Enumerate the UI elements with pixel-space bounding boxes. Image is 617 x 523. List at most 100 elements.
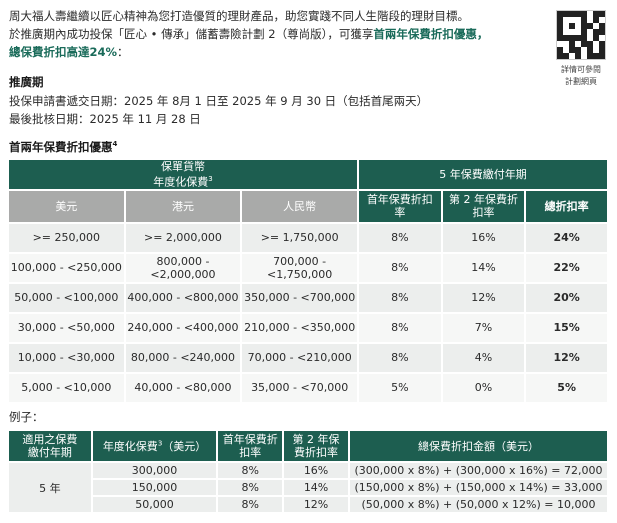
cell-usd: 30,000 - <50,000: [9, 313, 124, 342]
example-premium-text: 年度化保費: [102, 440, 158, 453]
cell-total: 22%: [526, 253, 607, 282]
example-title: 例子：: [9, 410, 44, 424]
promo-application-date: 投保申請書遞交日期：2025 年 8月 1 日至 2025 年 9 月 30 日…: [9, 94, 429, 108]
table-row: 100,000 - <250,000 800,000 - <2,000,000 70…: [9, 253, 607, 282]
intro-line-2: 於推廣期內成功投保「匠心 • 傳承」儲蓄壽險計劃 2（尊尚版），可獲享首兩年保費…: [9, 25, 534, 43]
total-rate-header: 總折扣率: [526, 190, 607, 222]
intro-highlight-1: 首兩年保費折扣優惠，: [373, 27, 489, 41]
cell-rmb: 700,000 - <1,750,000: [242, 253, 357, 282]
intro-line-2-text: 於推廣期內成功投保「匠心 • 傳承」儲蓄壽險計劃 2（尊尚版），可獲享: [9, 27, 374, 41]
cell-y1: 8%: [359, 343, 441, 372]
cell-premium: 150,000: [92, 480, 217, 495]
intro-line-1: 周大福人壽繼續以匠心精神為您打造優質的理財產品，助您實踐不同人生階段的理財目標。: [9, 9, 469, 23]
cell-rmb: 70,000 - <210,000: [242, 343, 357, 372]
cell-total: 15%: [526, 313, 607, 342]
cell-y1: 8%: [359, 253, 441, 282]
cell-y2: 4%: [442, 343, 525, 372]
cell-y1: 8%: [359, 223, 441, 252]
example-first-year-header: 首年保費折扣率: [218, 431, 283, 461]
example-premium-unit: （美元）: [162, 440, 207, 453]
cell-total: 12%: [526, 343, 607, 372]
rmb-header: 人民幣: [242, 190, 357, 222]
policy-currency-header: 保單貨幣 年度化保費3: [9, 160, 357, 189]
cell-usd: >= 250,000: [9, 223, 124, 252]
cell-amount: (150,000 x 8%) + (150,000 x 14%) = 33,00…: [349, 480, 607, 495]
cell-y1: 8%: [218, 463, 283, 478]
table-row: 10,000 - <30,000 80,000 - <240,000 70,000 …: [9, 343, 607, 372]
table-row: 5 年 300,000 8% 16% (300,000 x 8%) + (300,000…: [9, 463, 607, 512]
cell-usd: 5,000 - <10,000: [9, 373, 124, 402]
cell-hkd: 40,000 - <80,000: [125, 373, 241, 402]
table-row: 150,000 8% 14% (150,000 x 8%) + (150,000 x …: [9, 480, 607, 495]
cell-amount: (50,000 x 8%) + (50,000 x 12%) = 10,000: [349, 497, 607, 512]
cell-hkd: 80,000 - <240,000: [125, 343, 241, 372]
cell-total: 5%: [526, 373, 607, 402]
cell-y1: 8%: [359, 283, 441, 312]
example-table: 適用之保費繳付年期 年度化保費3（美元） 首年保費折扣率 第 2 年保費折扣率 …: [7, 429, 609, 514]
cell-total: 20%: [526, 283, 607, 312]
example-period-header: 適用之保費繳付年期: [9, 431, 91, 461]
promo-approval-date: 最後批核日期：2025 年 11 月 28 日: [9, 112, 201, 126]
cell-y2: 16%: [284, 463, 348, 478]
annual-premium-label: 年度化保費3: [9, 173, 357, 189]
cell-usd: 50,000 - <100,000: [9, 283, 124, 312]
discount-table-body: >= 250,000 >= 2,000,000 >= 1,750,000 8% 16% 2…: [9, 223, 607, 402]
cell-rmb: 350,000 - <700,000: [242, 283, 357, 312]
cell-y2: 7%: [442, 313, 525, 342]
cell-hkd: 800,000 - <2,000,000: [125, 253, 241, 282]
intro-line-3-suffix: ：: [117, 45, 129, 59]
cell-total: 24%: [526, 223, 607, 252]
annual-premium-footnote: 3: [208, 175, 213, 183]
cell-premium: 50,000: [92, 497, 217, 512]
cell-rmb: 35,000 - <70,000: [242, 373, 357, 402]
cell-y1: 5%: [359, 373, 441, 402]
first-year-rate-header: 首年保費折扣率: [359, 190, 441, 222]
cell-y2: 16%: [442, 223, 525, 252]
payment-period-header: 5 年保費繳付年期: [359, 160, 607, 189]
cell-hkd: 240,000 - <400,000: [125, 313, 241, 342]
cell-hkd: 400,000 - <800,000: [125, 283, 241, 312]
usd-header: 美元: [9, 190, 124, 222]
second-year-rate-header: 第 2 年保費折扣率: [442, 190, 525, 222]
policy-currency-label: 保單貨幣: [161, 160, 205, 173]
cell-usd: 10,000 - <30,000: [9, 343, 124, 372]
cell-premium: 300,000: [92, 463, 217, 478]
cell-amount: (300,000 x 8%) + (300,000 x 16%) = 72,00…: [349, 463, 607, 478]
example-premium-header: 年度化保費3（美元）: [92, 431, 217, 461]
table-row: 50,000 8% 12% (50,000 x 8%) + (50,000 x 12%…: [9, 497, 607, 512]
table-row: 30,000 - <50,000 240,000 - <400,000 210,00…: [9, 313, 607, 342]
cell-y2: 0%: [442, 373, 525, 402]
cell-y2: 12%: [442, 283, 525, 312]
cell-usd: 100,000 - <250,000: [9, 253, 124, 282]
discount-title-footnote: 4: [112, 140, 118, 149]
discount-title: 首兩年保費折扣優惠4: [9, 139, 117, 155]
intro-line-3: 總保費折扣高達24%：: [9, 43, 534, 61]
discount-table: 保單貨幣 年度化保費3 5 年保費繳付年期 美元 港元 人民幣 首年保費折扣率 …: [7, 158, 609, 404]
table-row: 5,000 - <10,000 40,000 - <80,000 35,000 - …: [9, 373, 607, 402]
discount-title-text: 首兩年保費折扣優惠: [9, 140, 113, 154]
cell-hkd: >= 2,000,000: [125, 223, 241, 252]
cell-y1: 8%: [218, 497, 283, 512]
cell-y2: 14%: [284, 480, 348, 495]
qr-caption-line-1: 詳情可參閱: [561, 65, 601, 74]
example-amount-header: 總保費折扣金額（美元）: [349, 431, 607, 461]
annual-premium-text: 年度化保費: [153, 175, 209, 189]
example-period-cell: 5 年: [9, 463, 91, 512]
cell-y1: 8%: [359, 313, 441, 342]
intro-paragraph: 周大福人壽繼續以匠心精神為您打造優質的理財產品，助您實踐不同人生階段的理財目標。…: [9, 7, 534, 61]
hkd-header: 港元: [125, 190, 241, 222]
example-table-body: 5 年 300,000 8% 16% (300,000 x 8%) + (300,000…: [9, 463, 607, 512]
cell-rmb: 210,000 - <350,000: [242, 313, 357, 342]
intro-highlight-2: 總保費折扣高達24%: [9, 45, 118, 59]
cell-y2: 12%: [284, 497, 348, 512]
promo-title: 推廣期: [9, 75, 44, 89]
qr-caption: 詳情可參閱 計劃網頁: [550, 64, 612, 88]
cell-rmb: >= 1,750,000: [242, 223, 357, 252]
example-second-year-header: 第 2 年保費折扣率: [284, 431, 348, 461]
qr-caption-line-2: 計劃網頁: [565, 77, 597, 86]
example-premium-footnote: 3: [157, 439, 163, 448]
qr-code-icon[interactable]: [556, 10, 606, 60]
cell-y2: 14%: [442, 253, 525, 282]
cell-y1: 8%: [218, 480, 283, 495]
table-row: 50,000 - <100,000 400,000 - <800,000 350,0…: [9, 283, 607, 312]
